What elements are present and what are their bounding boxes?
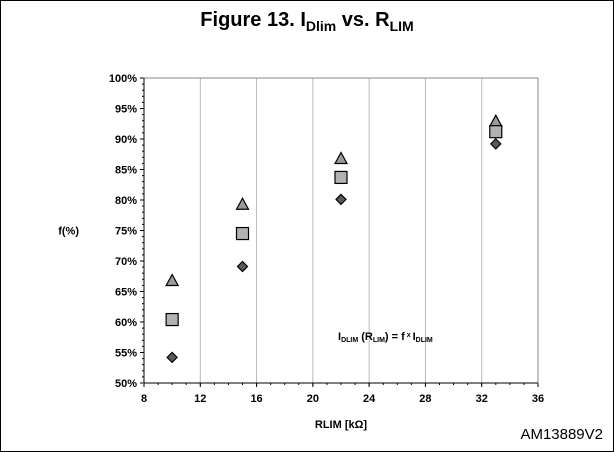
axes xyxy=(140,77,539,387)
formula-part: I xyxy=(412,331,416,343)
diamond-marker xyxy=(489,138,502,150)
y-tick-label: 75% xyxy=(115,226,137,238)
diamond-marker xyxy=(335,193,347,206)
data-markers xyxy=(165,114,503,364)
y-tick-label: 55% xyxy=(115,348,137,360)
formula-superscript: x xyxy=(404,332,413,339)
figure-title: Figure 13. IDlim vs. RLIM xyxy=(1,9,613,34)
x-tick-label: 36 xyxy=(532,393,544,405)
formula-part: ) = f xyxy=(384,331,405,343)
x-tick-label: 28 xyxy=(419,393,431,405)
y-tick-label: 80% xyxy=(115,195,137,207)
triangle-marker xyxy=(235,197,250,210)
formula-part: (R xyxy=(358,331,373,343)
grid-lines xyxy=(199,78,483,383)
formula-subscript: DLIM xyxy=(341,337,359,344)
x-tick-label: 8 xyxy=(141,393,147,405)
diamond-marker xyxy=(236,260,249,273)
title-mid: vs. R xyxy=(336,9,390,31)
x-tick-label: 16 xyxy=(250,393,262,405)
y-tick-label: 60% xyxy=(115,317,137,329)
x-tick-label: 20 xyxy=(307,393,319,405)
y-tick-label: 90% xyxy=(115,134,137,146)
y-axis-label: f(%) xyxy=(58,226,79,238)
figure-code: AM13889V2 xyxy=(520,426,603,443)
square-marker xyxy=(489,125,503,139)
y-tick-label: 85% xyxy=(115,165,137,177)
y-tick-label: 95% xyxy=(115,104,137,116)
formula-annotation: IDLIM (RLIM) = f x IDLIM xyxy=(338,331,433,344)
triangle-marker xyxy=(488,114,503,127)
y-tick-label: 65% xyxy=(115,287,137,299)
y-tick-label: 50% xyxy=(115,378,137,390)
square-marker xyxy=(165,312,179,327)
x-tick-label: 24 xyxy=(363,393,376,405)
x-tick-label: 32 xyxy=(476,393,488,405)
x-axis-label: RLIM [kΩ] xyxy=(315,419,368,431)
formula-part: I xyxy=(338,331,342,343)
title-subscript-lim: LIM xyxy=(389,18,414,34)
y-tick-label: 100% xyxy=(109,73,137,85)
y-tick-label: 70% xyxy=(115,256,137,268)
formula-subscript: DLIM xyxy=(415,337,433,344)
tick-labels: 8 12 16 20 24 28 32 36 50% 55% 60% 65% 70% 75% 80% 85% 9… xyxy=(109,73,544,405)
triangle-marker xyxy=(165,273,180,287)
square-marker xyxy=(334,170,348,185)
diamond-marker xyxy=(166,351,178,364)
x-tick-label: 12 xyxy=(194,393,206,405)
title-main: Figure 13. I xyxy=(200,9,306,31)
triangle-marker xyxy=(333,151,349,165)
formula-subscript: LIM xyxy=(372,337,385,344)
square-marker xyxy=(235,226,250,241)
title-subscript-dlim: Dlim xyxy=(305,18,337,34)
